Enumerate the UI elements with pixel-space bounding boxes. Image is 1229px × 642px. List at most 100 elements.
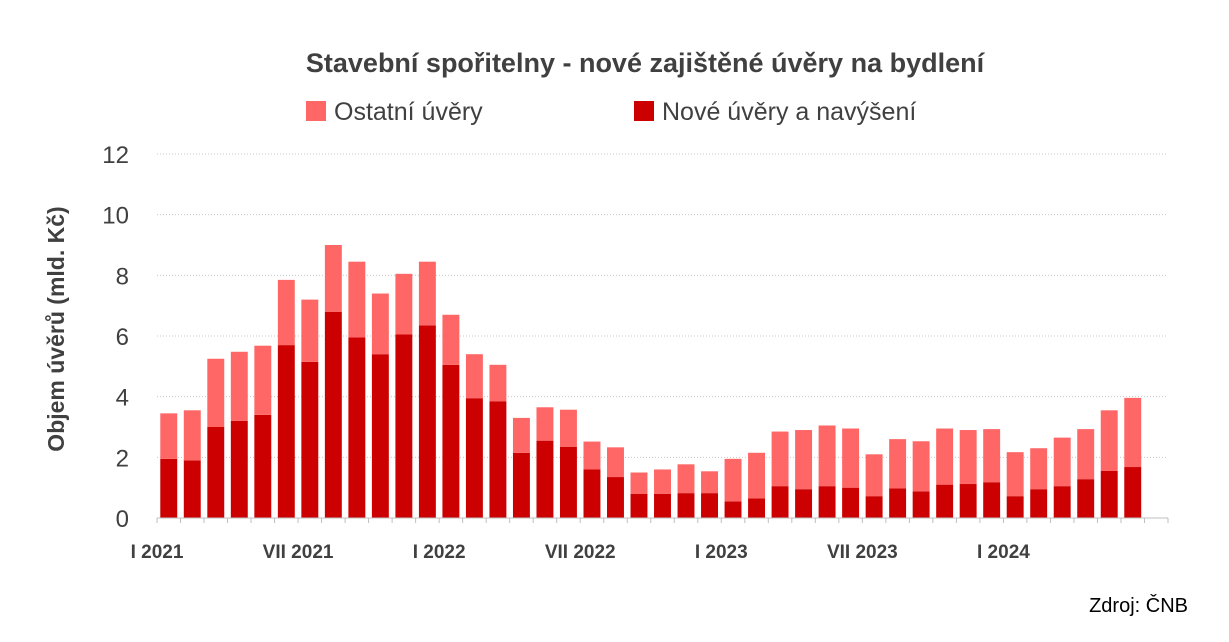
x-tick-label: I 2021 — [131, 542, 184, 563]
bar-other-loans — [536, 407, 554, 441]
bar-other-loans — [677, 464, 695, 494]
legend-label-other-loans: Ostatní úvěry — [334, 98, 483, 126]
bar-stack — [442, 314, 460, 518]
bar-new-loans — [160, 458, 178, 518]
x-tick-label: VII 2021 — [263, 542, 334, 563]
bar-other-loans — [583, 441, 601, 470]
bar-new-loans — [348, 337, 366, 518]
bar-stack — [889, 439, 907, 518]
bar-stack — [630, 472, 648, 518]
bar-other-loans — [395, 273, 413, 335]
bar-other-loans — [630, 472, 648, 494]
bar-new-loans — [489, 401, 507, 518]
y-tick-label: 4 — [116, 385, 129, 412]
bar-other-loans — [654, 469, 671, 494]
legend-swatch-new-loans — [634, 101, 654, 121]
y-tick-label: 6 — [116, 324, 129, 351]
bars — [160, 245, 1142, 518]
bar-new-loans — [795, 489, 813, 518]
bar-stack — [936, 428, 954, 518]
y-tick-label: 0 — [116, 506, 129, 533]
bar-stack — [1030, 448, 1048, 518]
x-tick-label: I 2022 — [413, 542, 466, 563]
bar-other-loans — [607, 447, 624, 478]
bar-stack — [465, 354, 483, 518]
bar-new-loans — [1077, 479, 1095, 518]
bar-new-loans — [724, 501, 742, 518]
bar-new-loans — [418, 325, 436, 518]
bar-other-loans — [936, 428, 954, 485]
bar-stack — [1006, 452, 1024, 518]
y-tick-label: 2 — [116, 445, 129, 472]
bar-stack — [912, 441, 930, 518]
bar-stack — [1077, 429, 1095, 518]
bar-new-loans — [630, 493, 648, 518]
bar-other-loans — [371, 293, 389, 355]
bar-stack — [583, 441, 601, 518]
bar-other-loans — [348, 261, 366, 338]
y-axis-label: Objem úvěrů (mld. Kč) — [43, 206, 69, 451]
x-axis-tick-labels: I 2021 VII 2021 I 2022 VII 2022 I 2023 VII 20… — [131, 518, 1169, 563]
bar-other-loans — [701, 471, 718, 494]
bar-new-loans — [301, 361, 319, 518]
bar-other-loans — [1077, 429, 1095, 480]
bar-other-loans — [1053, 437, 1071, 487]
bar-other-loans — [559, 409, 577, 447]
bar-other-loans — [1030, 448, 1048, 490]
bar-other-loans — [160, 413, 178, 459]
bar-stack — [818, 425, 836, 518]
source-note: Zdroj: ČNB — [1089, 594, 1188, 617]
bar-stack — [160, 413, 178, 518]
bar-new-loans — [936, 484, 954, 518]
y-tick-label: 12 — [102, 142, 129, 169]
bar-new-loans — [1030, 489, 1048, 518]
bar-stack — [536, 407, 554, 518]
legend-label-new-loans: Nové úvěry a navýšení — [662, 98, 916, 126]
bar-new-loans — [207, 427, 225, 518]
bar-stack — [512, 417, 530, 518]
bar-stack — [559, 409, 577, 518]
bar-other-loans — [1124, 397, 1142, 468]
bar-other-loans — [254, 345, 272, 415]
bar-new-loans — [607, 477, 624, 518]
bar-other-loans — [912, 441, 930, 492]
bar-stack — [748, 452, 766, 518]
bar-new-loans — [1100, 470, 1118, 518]
bar-other-loans — [324, 245, 342, 312]
bar-new-loans — [254, 414, 272, 518]
bar-other-loans — [418, 261, 436, 326]
bar-stack — [324, 245, 342, 518]
bar-new-loans — [701, 493, 718, 518]
bar-new-loans — [465, 398, 483, 518]
bar-stack — [301, 299, 319, 518]
bar-new-loans — [889, 488, 907, 518]
bar-stack — [348, 261, 366, 518]
bar-stack — [607, 447, 624, 518]
bar-new-loans — [865, 496, 883, 518]
bar-other-loans — [959, 430, 977, 485]
bar-new-loans — [983, 482, 1001, 518]
bar-stack — [1100, 410, 1118, 518]
y-tick-label: 8 — [116, 263, 129, 290]
bar-other-loans — [512, 417, 530, 453]
bar-other-loans — [983, 429, 1001, 483]
x-tick-label: I 2023 — [695, 542, 748, 563]
bar-stack — [677, 464, 695, 518]
bar-stack — [1124, 397, 1142, 518]
bar-new-loans — [536, 440, 554, 518]
bar-new-loans — [842, 487, 860, 518]
bar-stack — [983, 429, 1001, 518]
bar-new-loans — [183, 460, 201, 518]
bar-new-loans — [371, 354, 389, 518]
bar-new-loans — [959, 484, 977, 518]
x-tick-label: VII 2023 — [827, 542, 898, 563]
bar-new-loans — [748, 498, 766, 518]
x-tick-label: I 2024 — [977, 542, 1030, 563]
bar-stack — [1053, 437, 1071, 518]
x-tick-label: VII 2022 — [545, 542, 616, 563]
bar-other-loans — [301, 299, 319, 362]
bar-other-loans — [889, 439, 907, 489]
bar-other-loans — [465, 354, 483, 399]
bar-stack — [183, 410, 201, 518]
bar-new-loans — [818, 486, 836, 518]
